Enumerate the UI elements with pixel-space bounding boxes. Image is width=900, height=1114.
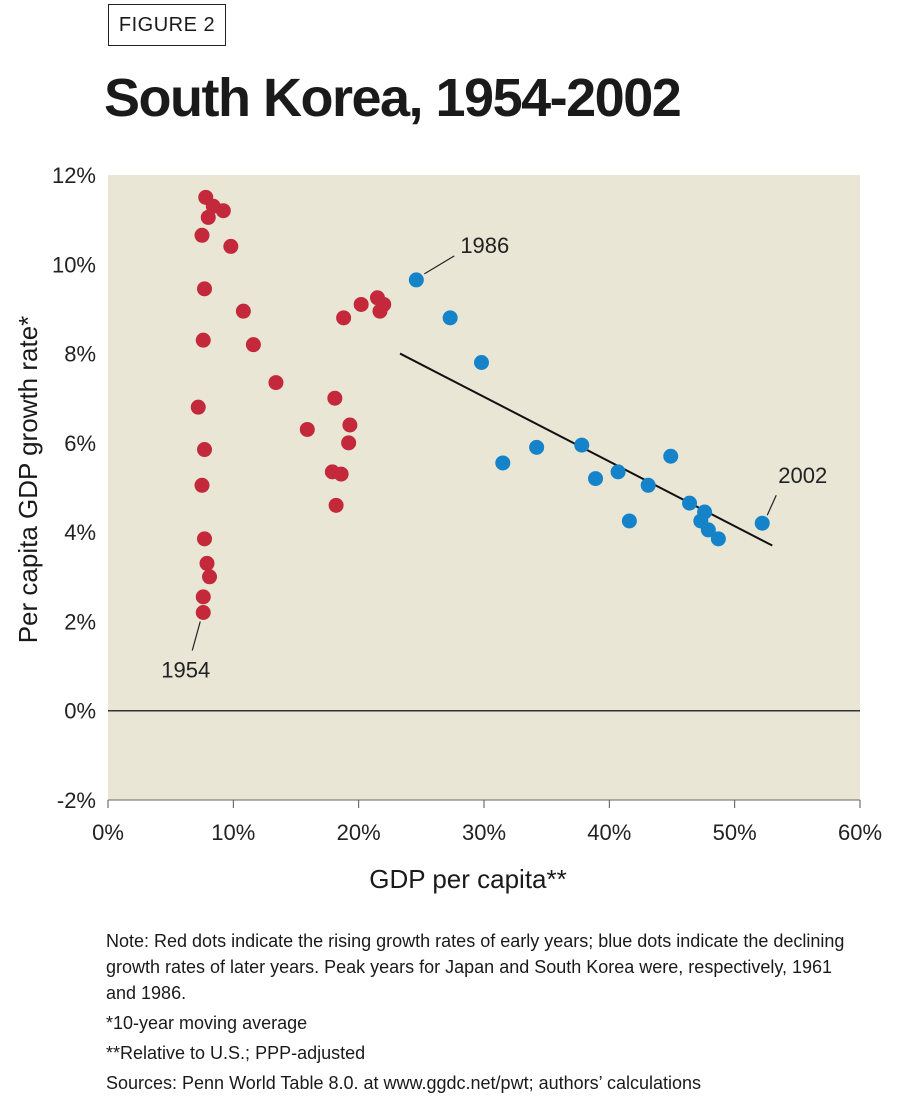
red-data-point	[328, 497, 344, 513]
red-data-point	[341, 435, 357, 451]
red-data-point	[197, 531, 213, 547]
y-tick-label: 0%	[64, 699, 96, 724]
annotation-leader	[766, 494, 777, 516]
red-data-point	[223, 238, 239, 254]
blue-data-point	[663, 448, 679, 464]
red-data-point	[197, 281, 213, 297]
blue-data-point	[640, 477, 656, 493]
red-data-point	[327, 390, 343, 406]
blue-data-point	[610, 464, 626, 480]
figure-label: FIGURE 2	[108, 4, 226, 46]
annotation-1954: 1954	[161, 658, 210, 683]
blue-data-point	[754, 515, 770, 531]
annotation-1986: 1986	[460, 233, 509, 258]
blue-data-point	[700, 522, 716, 538]
y-tick-label: 10%	[52, 252, 96, 277]
red-data-point	[245, 337, 261, 353]
red-data-point	[372, 303, 388, 319]
blue-data-point	[710, 531, 726, 547]
x-tick-label: 0%	[92, 820, 124, 845]
blue-data-point	[408, 272, 424, 288]
blue-data-point	[442, 310, 458, 326]
blue-data-point	[495, 455, 511, 471]
red-data-point	[336, 310, 352, 326]
red-data-point	[202, 569, 218, 585]
blue-data-point	[697, 504, 713, 520]
red-data-point	[353, 296, 369, 312]
red-data-point	[199, 555, 215, 571]
x-tick-label: 60%	[838, 820, 882, 845]
blue-data-point	[621, 513, 637, 529]
x-tick-label: 20%	[337, 820, 381, 845]
note-text: Note: Red dots indicate the rising growt…	[106, 931, 845, 1003]
red-data-point	[200, 209, 216, 225]
red-data-point	[333, 466, 349, 482]
chart-title: South Korea, 1954-2002	[104, 68, 682, 128]
footnote-relative-us: **Relative to U.S.; PPP-adjusted	[106, 1043, 366, 1063]
red-data-point	[195, 605, 211, 620]
blue-data-point	[682, 495, 698, 511]
plot-area	[108, 175, 860, 800]
y-tick-label: 4%	[64, 520, 96, 545]
sources-text: Sources: Penn World Table 8.0. at www.gg…	[106, 1073, 701, 1093]
annotation-leader	[424, 255, 455, 275]
annotation-leader	[191, 621, 201, 651]
red-data-point	[342, 417, 358, 433]
y-axis-title: Per capita GDP growth rate*	[13, 316, 43, 644]
blue-data-point	[473, 355, 489, 370]
red-data-point	[190, 399, 206, 415]
y-tick-label: 12%	[52, 163, 96, 188]
red-data-point	[299, 421, 315, 437]
y-tick-label: 8%	[64, 342, 96, 367]
blue-data-point	[574, 437, 590, 453]
red-data-point	[195, 332, 211, 348]
chart-notes: Note: Red dots indicate the rising growt…	[106, 928, 866, 1100]
red-data-point	[268, 375, 284, 391]
red-data-point	[194, 477, 210, 493]
red-data-point	[197, 442, 213, 458]
red-data-point	[235, 303, 251, 319]
annotation-2002: 2002	[778, 463, 827, 488]
y-tick-label: 6%	[64, 431, 96, 456]
x-tick-label: 40%	[587, 820, 631, 845]
red-data-point	[215, 203, 231, 219]
x-tick-label: 10%	[211, 820, 255, 845]
y-tick-label: 2%	[64, 609, 96, 634]
red-data-point	[194, 227, 210, 243]
x-tick-label: 50%	[713, 820, 757, 845]
blue-data-point	[588, 471, 604, 487]
scatter-chart: 0% 10% 20% 30% 40% 50% 60% -2% 0% 2% 4% 6% 8% 10% 12% G…	[13, 163, 882, 894]
y-tick-label: -2%	[57, 788, 96, 813]
blue-data-point	[529, 439, 545, 455]
footnote-moving-average: *10-year moving average	[106, 1013, 308, 1033]
x-axis-title: GDP per capita**	[369, 864, 567, 894]
red-data-point	[195, 589, 211, 605]
x-tick-label: 30%	[462, 820, 506, 845]
